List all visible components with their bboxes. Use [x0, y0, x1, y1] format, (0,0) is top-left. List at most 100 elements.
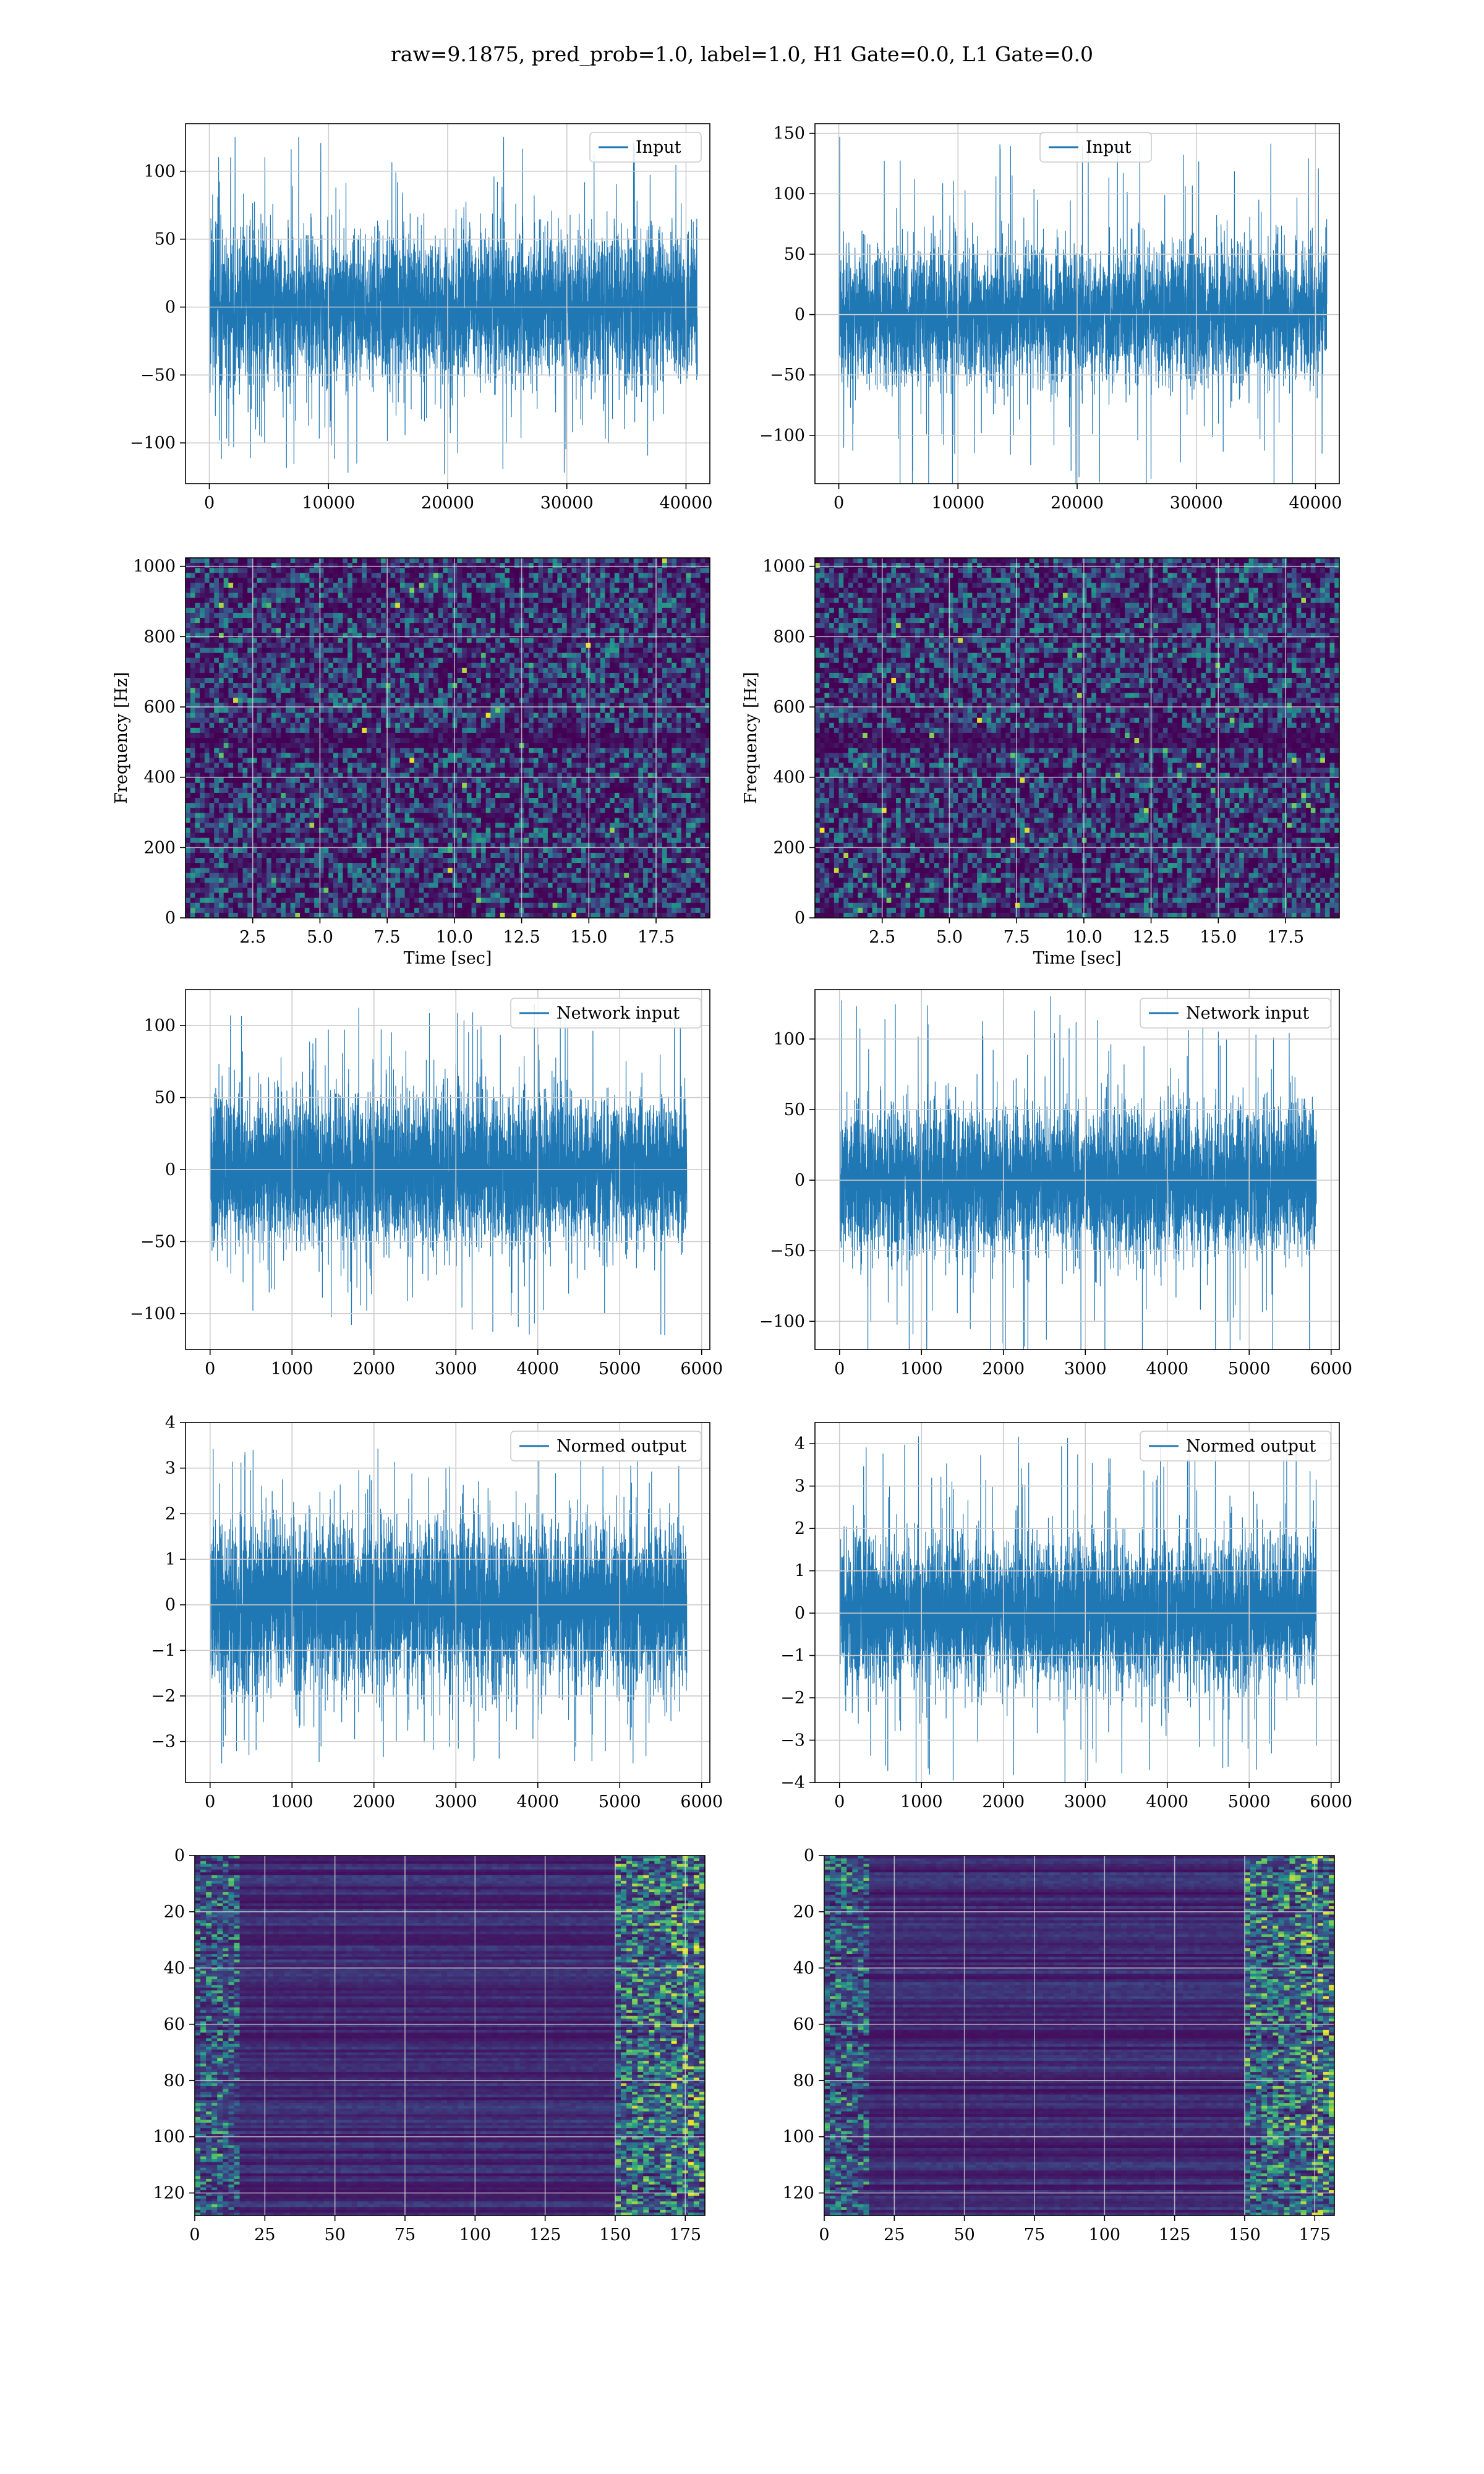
y-tick-label: 400 [773, 768, 805, 787]
x-tick-label: 3000 [1064, 1792, 1107, 1812]
y-tick-label: 100 [143, 162, 176, 181]
y-tick-label: 120 [782, 2184, 814, 2203]
y-tick-label: −1 [780, 1646, 805, 1666]
y-tick-label: −2 [151, 1687, 176, 1706]
grid [194, 1855, 705, 2215]
x-tick-label: 4000 [516, 1359, 559, 1379]
x-tick-label: 125 [529, 2225, 561, 2245]
ticks: 2.5 5.0 7.5 10.0 12.5 15.0 17.5 0 200 400 600 800 10… [762, 557, 1304, 947]
y-tick-label: 50 [784, 1100, 805, 1119]
x-tick-label: 6000 [1310, 1792, 1352, 1812]
x-tick-label: 1000 [271, 1359, 313, 1379]
legend: Normed output [1140, 1431, 1331, 1462]
y-tick-label: 0 [804, 1846, 814, 1865]
x-tick-label: 150 [599, 2225, 631, 2245]
x-tick-label: 7.5 [374, 928, 401, 947]
x-tick-label: 2000 [982, 1359, 1025, 1379]
y-tick-label: 20 [793, 1903, 814, 1922]
y-tick-label: 0 [165, 909, 176, 928]
y-tick-label: −1 [151, 1641, 176, 1660]
y-tick-label: 80 [793, 2071, 814, 2091]
y-tick-label: −4 [780, 1773, 805, 1792]
chart-input-h1: 0 10000 20000 30000 40000 −100 −50 0 50 100 Input [130, 123, 713, 513]
x-tick-label: 100 [1089, 2225, 1121, 2245]
y-tick-label: 20 [164, 1903, 185, 1922]
plot-area [839, 1436, 1317, 1783]
y-tick-label: 120 [153, 2184, 185, 2203]
y-tick-label: −100 [759, 1312, 805, 1331]
ticks: 0 10000 20000 30000 40000 −100 −50 0 50 100 [130, 162, 713, 513]
x-tick-label: 40000 [660, 494, 713, 513]
x-tick-label: 2000 [982, 1792, 1025, 1812]
chart-features-l1: 0 25 50 75 100 125 150 175 0 20 40 60 80 100 120 [782, 1846, 1335, 2245]
y-tick-label: 100 [153, 2128, 185, 2147]
x-tick-label: 40000 [1289, 494, 1342, 513]
plot-area [186, 558, 710, 918]
series-line [208, 137, 698, 474]
x-tick-label: 0 [834, 1359, 845, 1379]
y-tick-label: −100 [130, 434, 176, 453]
legend-label: Normed output [556, 1437, 686, 1456]
plot-area [839, 996, 1317, 1350]
chart-normed-l1: 0 1000 2000 3000 4000 5000 6000 −4 −3 −2 −1 0 1 2 3 4 No… [780, 1422, 1352, 1812]
chart-normed-h1: 0 1000 2000 3000 4000 5000 6000 −3 −2 −1 0 1 2 3 4 Norm… [151, 1413, 723, 1812]
chart-netin-h1: 0 1000 2000 3000 4000 5000 6000 −100 −50 0 50 100 Ne… [130, 989, 723, 1379]
y-tick-label: −50 [140, 366, 176, 385]
y-tick-label: 150 [773, 124, 805, 143]
y-tick-label: 50 [784, 245, 805, 264]
plot-area [208, 137, 698, 474]
x-tick-label: 17.5 [638, 928, 675, 947]
x-tick-label: 2000 [352, 1359, 395, 1379]
x-tick-label: 4000 [516, 1792, 559, 1812]
x-tick-label: 125 [1159, 2225, 1191, 2245]
plot-area [824, 1856, 1334, 2215]
y-tick-label: 800 [143, 627, 176, 646]
x-tick-label: 3000 [1064, 1359, 1107, 1379]
y-tick-label: 50 [155, 230, 176, 249]
x-tick-label: 15.0 [1200, 928, 1237, 947]
axes-frame [814, 557, 1340, 918]
y-tick-label: −50 [770, 1241, 805, 1261]
x-tick-label: 4000 [1146, 1792, 1188, 1812]
x-tick-label: 12.5 [1133, 928, 1170, 947]
x-tick-label: 175 [1298, 2225, 1331, 2245]
y-tick-label: 100 [773, 184, 805, 203]
grid [815, 990, 1339, 1350]
x-tick-label: 0 [834, 1792, 845, 1812]
y-axis-label: Frequency [Hz] [741, 672, 761, 803]
y-tick-label: 1 [165, 1550, 176, 1569]
x-tick-label: 6000 [680, 1359, 723, 1379]
y-tick-label: 0 [174, 1846, 185, 1865]
chart-input-l1: 0 10000 20000 30000 40000 −100 −50 0 50 100 150 Inp… [759, 123, 1342, 513]
x-tick-label: 0 [204, 494, 215, 513]
chart-spec-l1: 2.5 5.0 7.5 10.0 12.5 15.0 17.5 0 200 400 600 800 10… [741, 557, 1340, 968]
y-tick-label: −3 [780, 1731, 805, 1750]
grid [186, 1422, 710, 1783]
x-tick-label: 2000 [352, 1792, 395, 1812]
y-tick-label: 200 [143, 838, 176, 857]
y-tick-label: −100 [130, 1304, 176, 1324]
y-tick-label: 4 [165, 1413, 176, 1432]
y-tick-label: 0 [795, 306, 805, 325]
y-tick-label: 100 [773, 1030, 805, 1049]
series-line [839, 1436, 1317, 1783]
y-tick-label: 600 [143, 698, 176, 717]
axes-frame [185, 557, 710, 918]
y-tick-label: −3 [151, 1732, 176, 1752]
y-tick-label: 0 [795, 909, 805, 928]
axes-frame [185, 1422, 710, 1783]
x-tick-label: 5000 [1228, 1792, 1271, 1812]
x-axis-label: Time [sec] [404, 949, 492, 968]
x-tick-label: 7.5 [1004, 928, 1030, 947]
y-tick-label: 0 [795, 1604, 805, 1623]
x-tick-label: 3000 [435, 1359, 477, 1379]
plot-area [195, 1856, 705, 2215]
legend-label: Normed output [1186, 1437, 1316, 1456]
y-tick-label: 100 [782, 2128, 814, 2147]
y-tick-label: 3 [795, 1477, 805, 1496]
ticks: 0 25 50 75 100 125 150 175 0 20 40 60 80 100 120 [153, 1846, 701, 2245]
x-tick-label: 10.0 [1065, 928, 1102, 947]
figure-title: raw=9.1875, pred_prob=1.0, label=1.0, H1… [0, 42, 1484, 66]
legend: Normed output [510, 1431, 702, 1462]
x-tick-label: 0 [834, 494, 844, 513]
